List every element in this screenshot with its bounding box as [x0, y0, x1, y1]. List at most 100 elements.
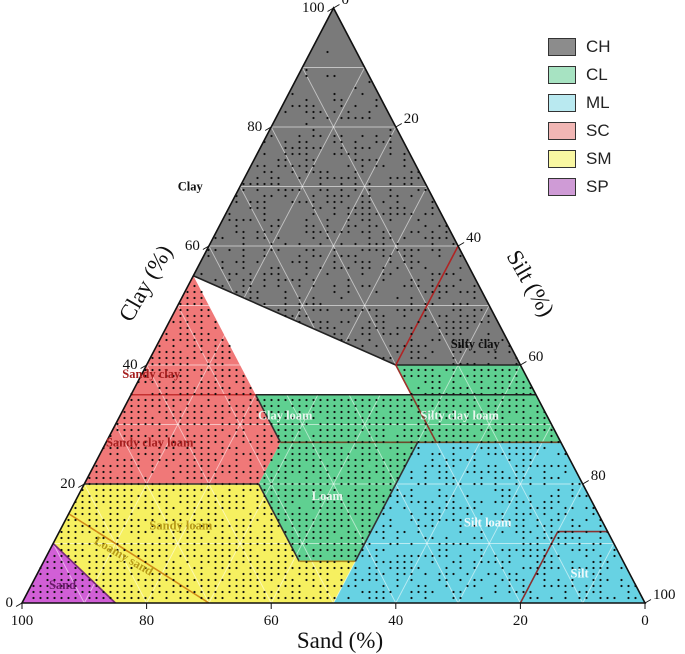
sample-dot	[613, 555, 615, 557]
sample-dot	[326, 171, 328, 173]
sample-dot	[151, 483, 153, 485]
sample-dot	[564, 597, 566, 599]
sample-dot	[389, 543, 391, 545]
sample-dot	[459, 507, 461, 509]
sample-dot	[529, 459, 531, 461]
sample-dot	[557, 567, 559, 569]
sample-dot	[550, 501, 552, 503]
sample-dot	[354, 537, 356, 539]
sample-dot	[592, 543, 594, 545]
sample-dot	[214, 483, 216, 485]
sample-dot	[438, 375, 440, 377]
sample-dot	[508, 411, 510, 413]
sample-dot	[291, 435, 293, 437]
sample-dot	[137, 507, 139, 509]
sample-dot	[459, 525, 461, 527]
sample-dot	[109, 585, 111, 587]
sample-dot	[291, 591, 293, 593]
sample-dot	[515, 507, 517, 509]
sample-dot	[347, 501, 349, 503]
sample-dot	[263, 195, 265, 197]
sample-dot	[501, 441, 503, 443]
sample-dot	[221, 531, 223, 533]
sample-dot	[81, 507, 83, 509]
sample-dot	[186, 555, 188, 557]
sample-dot	[396, 567, 398, 569]
sample-dot	[438, 519, 440, 521]
region-label-silty-clay: Silty clay	[451, 337, 501, 351]
sample-dot	[361, 579, 363, 581]
sample-dot	[67, 573, 69, 575]
sample-dot	[494, 441, 496, 443]
sample-dot	[445, 327, 447, 329]
sample-dot	[270, 231, 272, 233]
sample-dot	[431, 519, 433, 521]
sample-dot	[186, 501, 188, 503]
sample-dot	[340, 141, 342, 143]
sample-dot	[109, 579, 111, 581]
sample-dot	[298, 543, 300, 545]
sample-dot	[424, 513, 426, 515]
sample-dot	[319, 111, 321, 113]
sample-dot	[221, 465, 223, 467]
sample-dot	[340, 183, 342, 185]
sample-dot	[340, 537, 342, 539]
sample-dot	[375, 435, 377, 437]
sample-dot	[599, 567, 601, 569]
region-label-clay: Clay	[178, 180, 204, 194]
sample-dot	[312, 237, 314, 239]
sample-dot	[116, 567, 118, 569]
sample-dot	[88, 567, 90, 569]
sample-dot	[102, 591, 104, 593]
sample-dot	[361, 543, 363, 545]
sample-dot	[585, 507, 587, 509]
sample-dot	[529, 495, 531, 497]
sample-dot	[319, 585, 321, 587]
sample-dot	[459, 441, 461, 443]
sample-dot	[522, 453, 524, 455]
sample-dot	[214, 537, 216, 539]
axis-title-clay: Clay (%)	[114, 241, 177, 326]
sample-dot	[557, 513, 559, 515]
sample-dot	[95, 525, 97, 527]
sample-dot	[207, 309, 209, 311]
sample-dot	[410, 261, 412, 263]
sample-dot	[529, 543, 531, 545]
sample-dot	[291, 543, 293, 545]
sample-dot	[277, 279, 279, 281]
sample-dot	[340, 201, 342, 203]
sample-dot	[494, 501, 496, 503]
sample-dot	[312, 111, 314, 113]
sample-dot	[32, 585, 34, 587]
sample-dot	[277, 477, 279, 479]
sample-dot	[88, 525, 90, 527]
sample-dot	[284, 543, 286, 545]
sample-dot	[620, 579, 622, 581]
sample-dot	[354, 177, 356, 179]
sample-dot	[235, 459, 237, 461]
sample-dot	[375, 411, 377, 413]
sample-dot	[137, 519, 139, 521]
sample-dot	[102, 573, 104, 575]
sample-dot	[347, 555, 349, 557]
sample-dot	[284, 309, 286, 311]
sample-dot	[340, 483, 342, 485]
sample-dot	[200, 321, 202, 323]
sample-dot	[550, 537, 552, 539]
sample-dot	[340, 309, 342, 311]
sample-dot	[543, 423, 545, 425]
sample-dot	[214, 513, 216, 515]
sample-dot	[389, 141, 391, 143]
sample-dot	[144, 411, 146, 413]
sample-dot	[480, 375, 482, 377]
sample-dot	[410, 501, 412, 503]
sample-dot	[165, 351, 167, 353]
sample-dot	[375, 141, 377, 143]
sample-dot	[375, 471, 377, 473]
sample-dot	[193, 591, 195, 593]
sample-dot	[494, 369, 496, 371]
sample-dot	[410, 543, 412, 545]
sample-dot	[88, 597, 90, 599]
sample-dot	[263, 447, 265, 449]
sample-dot	[354, 567, 356, 569]
